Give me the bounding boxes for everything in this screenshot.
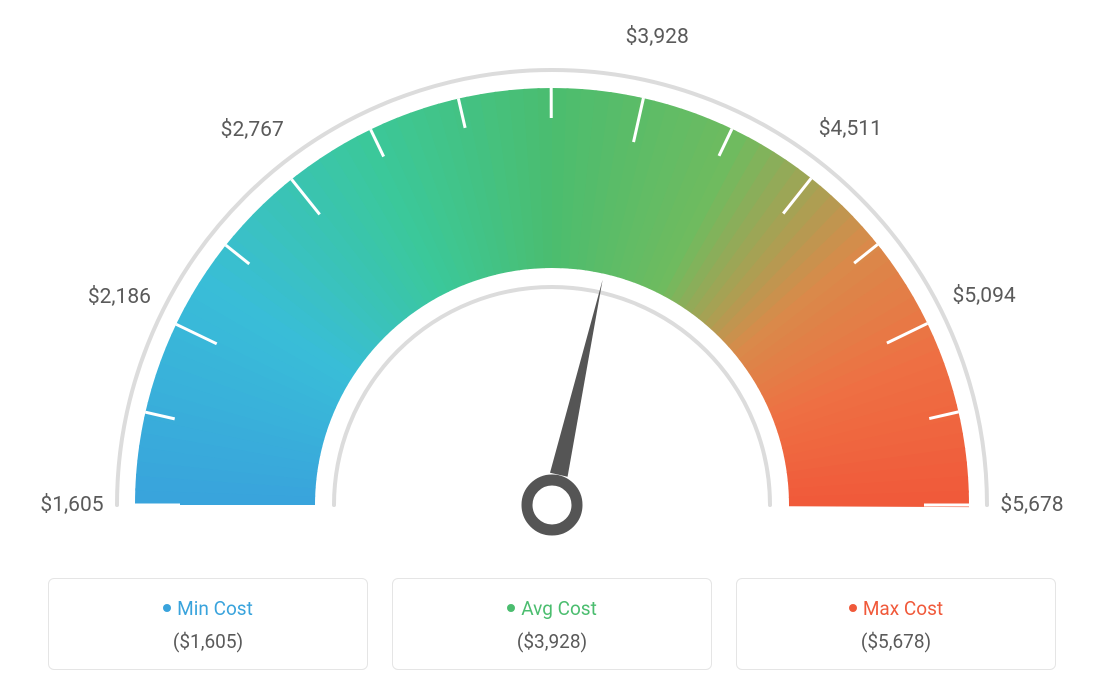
legend-value-max: ($5,678) <box>747 630 1045 653</box>
legend-title-text: Avg Cost <box>521 597 597 620</box>
gauge-tick-label: $2,767 <box>221 118 284 142</box>
legend-title-avg: Avg Cost <box>403 597 701 620</box>
gauge-tick-label: $3,928 <box>626 25 689 49</box>
legend-title-min: Min Cost <box>59 597 357 620</box>
dot-icon <box>163 604 171 612</box>
gauge-tick-label: $2,186 <box>88 285 151 309</box>
legend-card-min: Min Cost ($1,605) <box>48 578 368 670</box>
legend-card-max: Max Cost ($5,678) <box>736 578 1056 670</box>
gauge-tick-label: $5,678 <box>1000 493 1063 517</box>
legend-value-avg: ($3,928) <box>403 630 701 653</box>
legend-value-min: ($1,605) <box>59 630 357 653</box>
legend-row: Min Cost ($1,605) Avg Cost ($3,928) Max … <box>0 578 1104 670</box>
legend-card-avg: Avg Cost ($3,928) <box>392 578 712 670</box>
legend-title-max: Max Cost <box>747 597 1045 620</box>
gauge-svg <box>0 0 1104 560</box>
dot-icon <box>507 604 515 612</box>
legend-title-text: Max Cost <box>863 597 943 620</box>
gauge-chart: $1,605 $2,186 $2,767 $3,928 $4,511 $5,094 $5,6… <box>0 0 1104 560</box>
gauge-tick-label: $1,605 <box>40 493 103 517</box>
gauge-tick-label: $5,094 <box>953 284 1016 308</box>
legend-title-text: Min Cost <box>177 597 253 620</box>
gauge-tick-label: $4,511 <box>819 117 882 141</box>
dot-icon <box>849 604 857 612</box>
